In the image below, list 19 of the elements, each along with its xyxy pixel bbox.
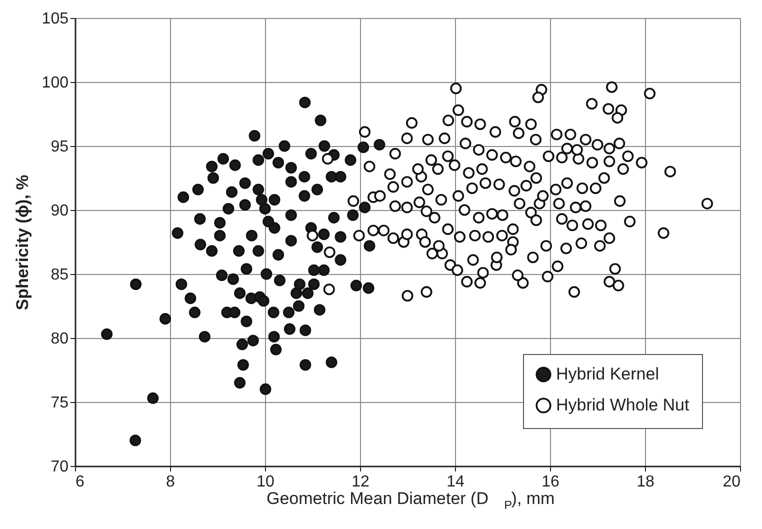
- y-axis-title: Sphericity (ϕ), %: [12, 174, 32, 310]
- x-tick-label: 20: [722, 474, 741, 490]
- y-tick-label: 95: [50, 138, 69, 156]
- y-tick-label: 75: [50, 394, 69, 412]
- legend-label: Hybrid Kernel: [556, 364, 659, 384]
- y-tick-label: 80: [50, 330, 69, 348]
- y-tick-label: 105: [42, 10, 69, 28]
- legend-label: Hybrid Whole Nut: [556, 396, 690, 414]
- x-tick-label: 8: [166, 474, 176, 490]
- x-tick-label: 6: [76, 474, 84, 490]
- x-tick-label: 10: [256, 474, 274, 490]
- x-tick-label: 14: [446, 474, 464, 490]
- x-tick-label: 18: [636, 474, 654, 490]
- y-tick-label: 85: [50, 266, 69, 284]
- y-tick-label: 90: [50, 202, 69, 220]
- x-tick-label: 12: [352, 474, 370, 490]
- y-tick-label: 70: [50, 458, 69, 476]
- x-tick-label: 16: [542, 474, 560, 490]
- y-tick-label: 100: [42, 74, 69, 92]
